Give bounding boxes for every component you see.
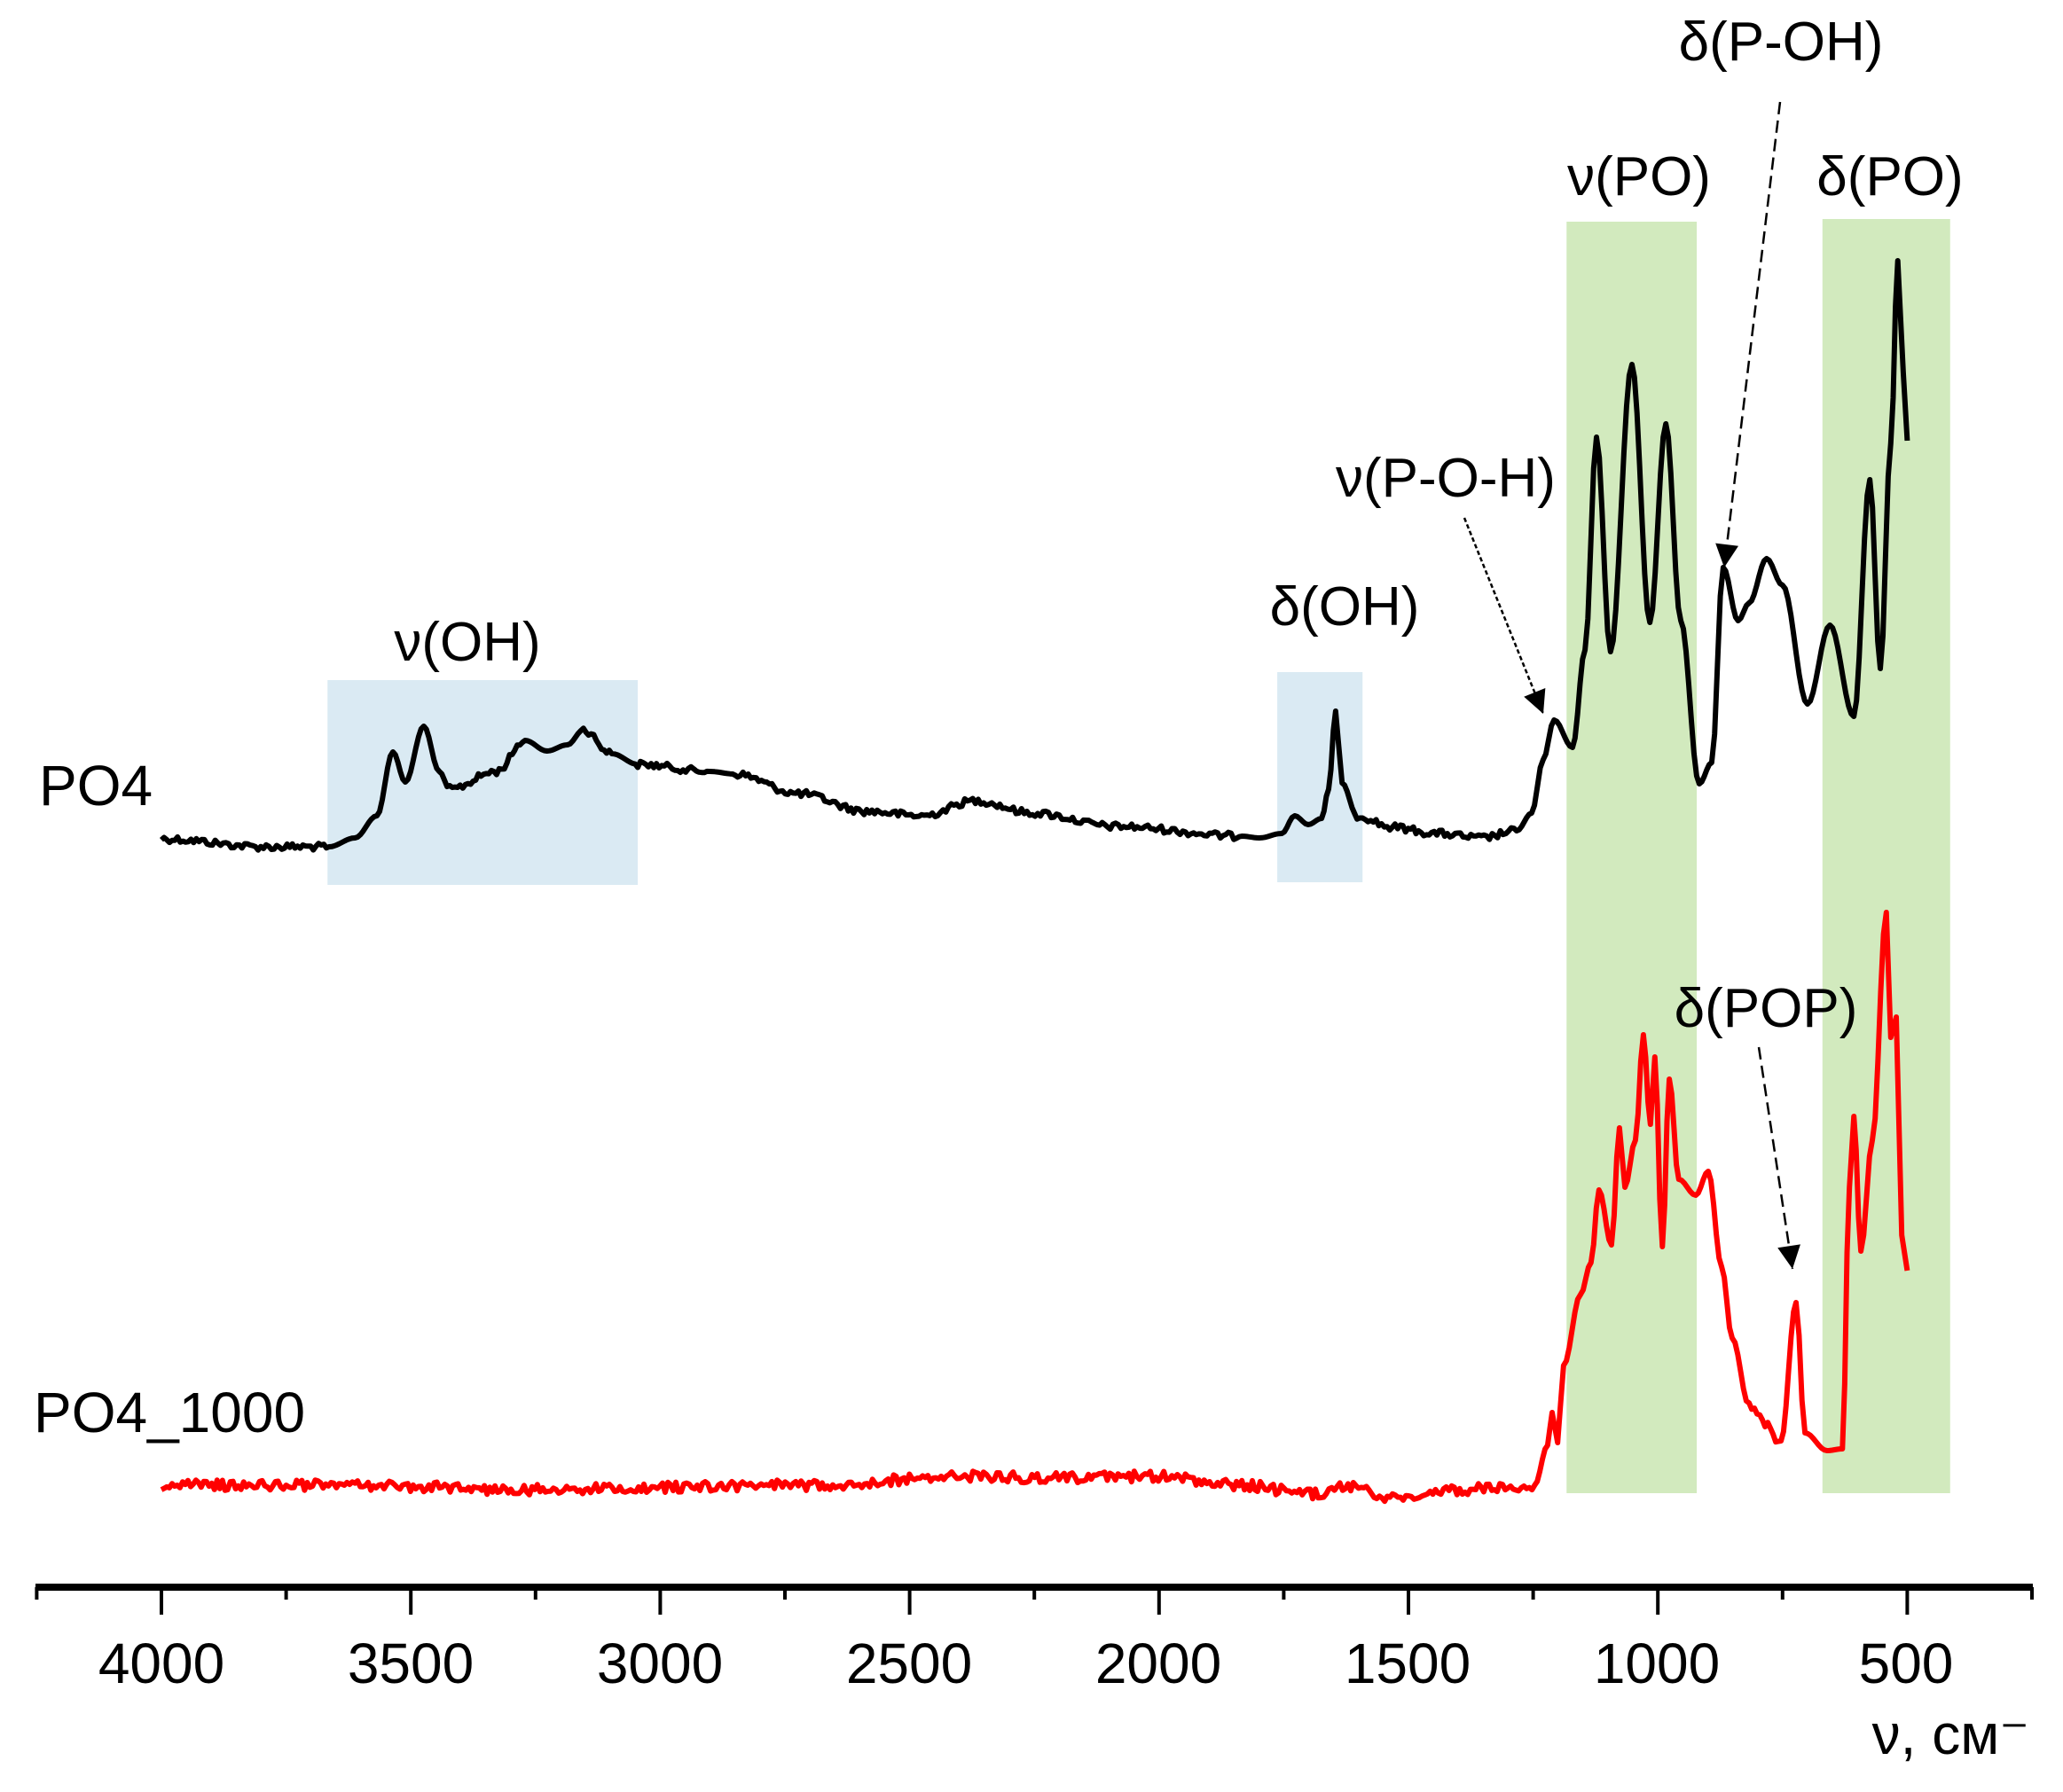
nu-poh-arrow bbox=[1463, 517, 1546, 715]
label-delta-p-oh: δ(P-OH) bbox=[1679, 12, 1884, 73]
label-nu-oh: ν(OH) bbox=[394, 612, 540, 673]
tick-label-3500: 3500 bbox=[348, 1632, 474, 1695]
x-axis: 4000 3500 3000 2500 2000 1500 1000 500 ν… bbox=[35, 1584, 2034, 1766]
series-label-po4: PO4 bbox=[39, 754, 153, 818]
spectra-lines bbox=[159, 258, 1910, 1505]
label-delta-oh: δ(OH) bbox=[1270, 576, 1420, 638]
series-line-po4-1000 bbox=[160, 910, 1910, 1505]
x-axis-title: ν, см⁻ bbox=[1872, 1702, 2029, 1766]
tick-label-3000: 3000 bbox=[597, 1632, 723, 1695]
delta-OH-region bbox=[1277, 672, 1363, 882]
tick-label-1000: 1000 bbox=[1594, 1632, 1720, 1695]
label-nu-po: ν(PO) bbox=[1567, 146, 1711, 207]
label-delta-pop: δ(POP) bbox=[1675, 978, 1858, 1039]
series-label-po4-1000: PO4_1000 bbox=[34, 1381, 305, 1444]
nu-OH-region bbox=[327, 680, 639, 885]
tick-label-500: 500 bbox=[1859, 1632, 1954, 1695]
band-regions bbox=[327, 219, 1950, 1493]
label-nu-poh: ν(P-O-H) bbox=[1336, 448, 1556, 509]
label-delta-po: δ(PO) bbox=[1816, 146, 1963, 207]
delta-PO-region bbox=[1822, 219, 1950, 1493]
series-line-po4 bbox=[159, 258, 1910, 853]
tick-label-1500: 1500 bbox=[1345, 1632, 1471, 1695]
nu-PO-region bbox=[1566, 222, 1698, 1493]
tick-label-2500: 2500 bbox=[846, 1632, 972, 1695]
delta-poh-arrow bbox=[1715, 101, 1782, 568]
delta-pop-arrow bbox=[1757, 1046, 1800, 1270]
tick-label-4000: 4000 bbox=[98, 1632, 224, 1695]
tick-label-2000: 2000 bbox=[1095, 1632, 1221, 1695]
